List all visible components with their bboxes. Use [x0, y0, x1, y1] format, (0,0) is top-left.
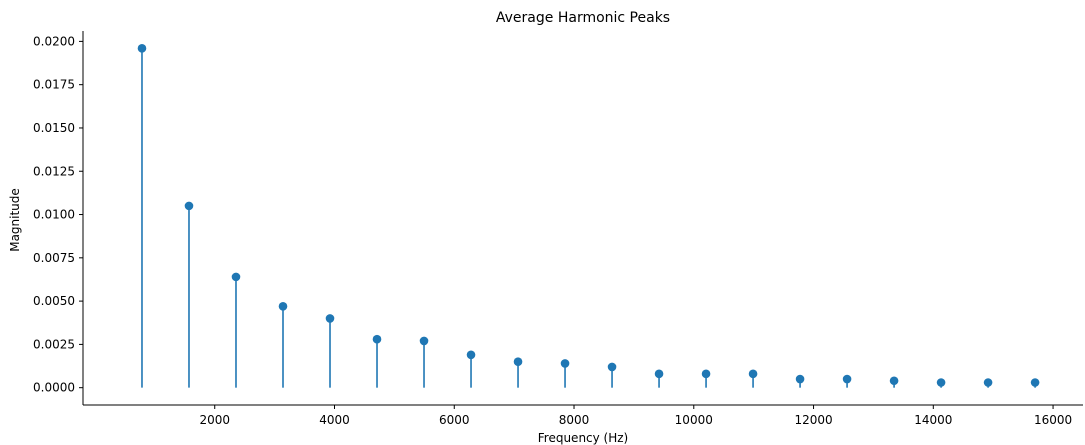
stem-marker	[842, 374, 852, 384]
stem-marker	[372, 334, 382, 344]
x-tick-label: 6000	[439, 413, 470, 427]
y-tick-label: 0.0075	[33, 251, 75, 265]
y-tick-label: 0.0200	[33, 34, 75, 48]
stem-marker	[654, 369, 664, 379]
plot-area	[82, 31, 1083, 406]
stem-marker	[325, 314, 335, 323]
chart-title: Average Harmonic Peaks	[496, 10, 670, 26]
stem-marker	[748, 369, 758, 379]
y-tick-label: 0.0025	[33, 337, 75, 351]
y-axis-label: Magnitude	[8, 188, 22, 252]
stem-marker	[231, 272, 241, 282]
stem-marker	[936, 378, 946, 387]
stem-marker	[513, 357, 523, 367]
stem-marker	[607, 362, 617, 372]
stem-marker	[466, 350, 476, 360]
x-tick-label: 2000	[199, 413, 230, 427]
y-tick-label: 0.0100	[33, 208, 75, 222]
x-tick-label: 14000	[914, 413, 952, 427]
y-tick-label: 0.0175	[33, 78, 75, 92]
x-tick-label: 4000	[319, 413, 350, 427]
y-tick-label: 0.0050	[33, 294, 75, 308]
stem-marker	[184, 201, 194, 211]
y-axis: 0.0000 0.0025 0.0050 0.0075 0.0100 0.0125 0.01…	[33, 34, 83, 395]
stem-marker	[795, 374, 805, 384]
x-tick-label: 8000	[559, 413, 590, 427]
stem-marker	[701, 369, 711, 379]
stem-marker	[560, 359, 570, 368]
stem-marker	[419, 336, 429, 346]
y-tick-label: 0.0150	[33, 121, 75, 135]
stem-marker	[889, 376, 899, 386]
y-tick-label: 0.0000	[33, 381, 75, 395]
x-axis: 2000 4000 6000 8000 10000 12000 14000 16000	[199, 405, 1072, 427]
stem-marker	[278, 302, 288, 311]
stem-marker	[1030, 378, 1040, 387]
x-tick-label: 10000	[675, 413, 713, 427]
y-tick-label: 0.0125	[33, 164, 75, 178]
x-tick-label: 12000	[794, 413, 832, 427]
stem-marker	[137, 44, 147, 53]
stem-marker	[983, 378, 993, 387]
x-tick-label: 16000	[1034, 413, 1072, 427]
x-axis-label: Frequency (Hz)	[538, 431, 629, 445]
